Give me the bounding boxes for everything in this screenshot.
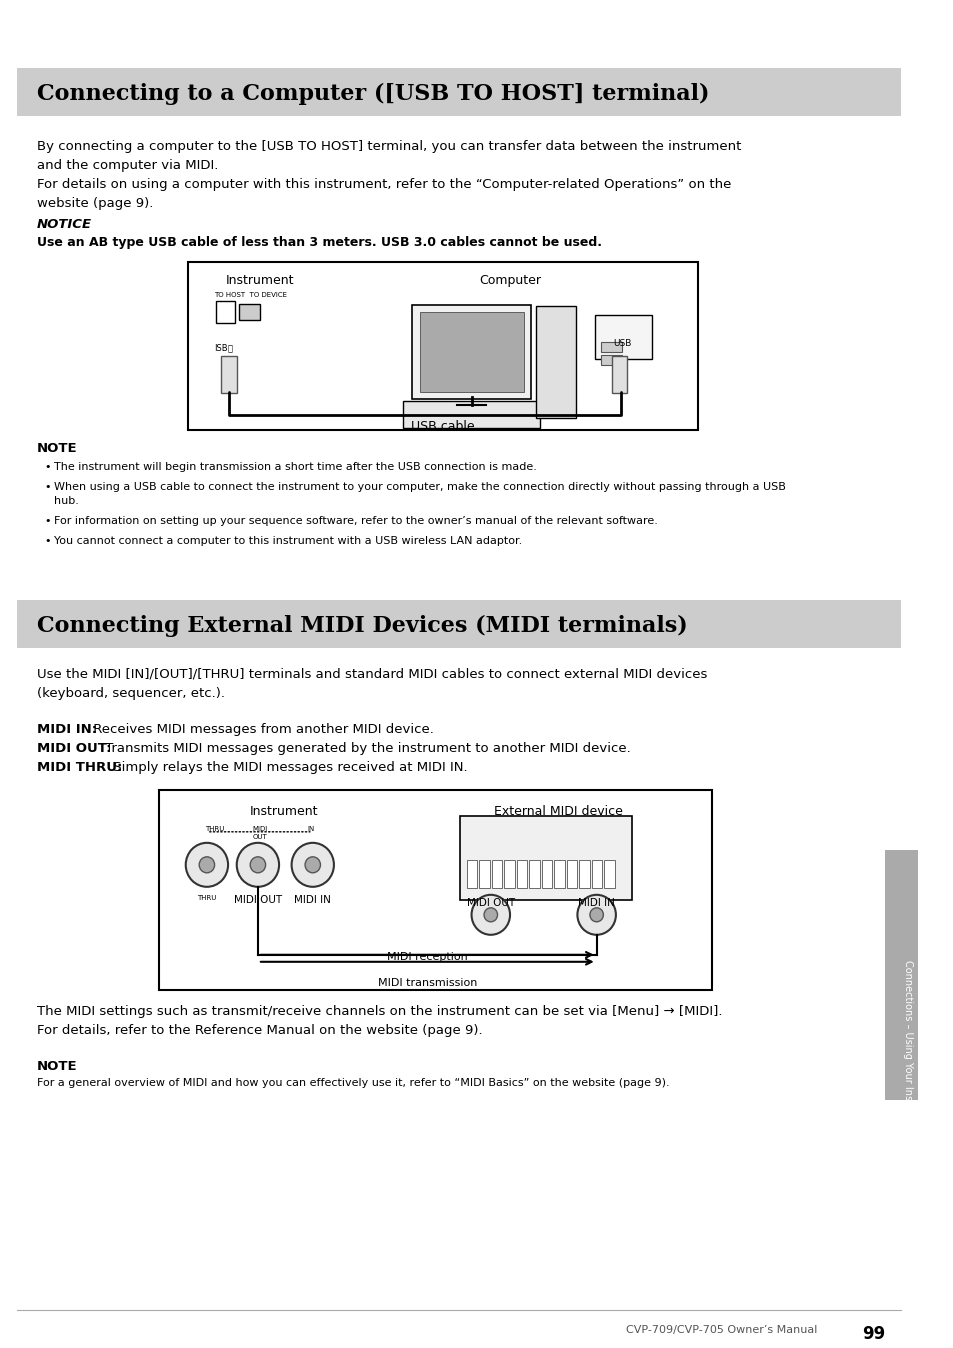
Bar (504, 860, 515, 888)
Text: For details on using a computer with this instrument, refer to the “Computer-rel: For details on using a computer with thi… (36, 178, 730, 191)
Text: TO HOST  TO DEVICE: TO HOST TO DEVICE (213, 293, 286, 298)
Bar (554, 860, 564, 888)
Text: MIDI OUT: MIDI OUT (233, 895, 282, 905)
Text: THRU: THRU (205, 826, 224, 832)
Bar (884, 849, 917, 1100)
Text: NOTE: NOTE (36, 1060, 77, 1073)
Text: External MIDI device: External MIDI device (494, 805, 622, 818)
Bar (478, 860, 489, 888)
Text: NOTE: NOTE (36, 442, 77, 454)
Text: Use the MIDI [IN]/[OUT]/[THRU] terminals and standard MIDI cables to connect ext: Use the MIDI [IN]/[OUT]/[THRU] terminals… (36, 667, 706, 681)
Text: The instrument will begin transmission a short time after the USB connection is : The instrument will begin transmission a… (53, 462, 537, 472)
Text: USB: USB (613, 338, 631, 348)
Circle shape (483, 907, 497, 922)
Bar (529, 860, 539, 888)
FancyBboxPatch shape (459, 816, 632, 900)
FancyBboxPatch shape (599, 342, 621, 352)
Bar (603, 860, 615, 888)
FancyBboxPatch shape (594, 315, 651, 359)
Bar (566, 860, 577, 888)
Bar (591, 860, 601, 888)
FancyBboxPatch shape (612, 356, 627, 392)
Text: Use an AB type USB cable of less than 3 meters. USB 3.0 cables cannot be used.: Use an AB type USB cable of less than 3 … (36, 236, 601, 249)
Text: MIDI transmission: MIDI transmission (377, 977, 476, 988)
Text: USB cable: USB cable (411, 421, 474, 433)
Bar (188, 262, 697, 430)
Text: Connections – Using Your Instrument with Other Devices –: Connections – Using Your Instrument with… (902, 960, 912, 1244)
Bar (541, 860, 552, 888)
FancyBboxPatch shape (412, 305, 531, 399)
Text: MIDI IN: MIDI IN (294, 895, 331, 905)
Text: THRU: THRU (197, 895, 216, 900)
Text: For a general overview of MIDI and how you can effectively use it, refer to “MID: For a general overview of MIDI and how y… (36, 1078, 668, 1088)
Text: IN: IN (307, 826, 314, 832)
Text: MIDI: MIDI (252, 826, 267, 832)
Text: MIDI IN: MIDI IN (578, 898, 615, 907)
FancyBboxPatch shape (599, 355, 621, 365)
Bar (517, 860, 527, 888)
Text: website (page 9).: website (page 9). (36, 197, 152, 210)
Text: By connecting a computer to the [USB TO HOST] terminal, you can transfer data be: By connecting a computer to the [USB TO … (36, 140, 740, 152)
Circle shape (471, 895, 510, 934)
Text: •: • (44, 516, 51, 526)
Circle shape (186, 842, 228, 887)
Text: Transmits MIDI messages generated by the instrument to another MIDI device.: Transmits MIDI messages generated by the… (101, 741, 630, 755)
Text: OUT: OUT (253, 834, 267, 840)
Circle shape (577, 895, 616, 934)
FancyBboxPatch shape (17, 600, 900, 648)
Text: MIDI THRU:: MIDI THRU: (36, 760, 122, 774)
Bar (466, 860, 476, 888)
Circle shape (199, 857, 214, 872)
Bar (491, 860, 502, 888)
Text: CVP-709/CVP-705 Owner’s Manual: CVP-709/CVP-705 Owner’s Manual (625, 1325, 816, 1335)
Circle shape (236, 842, 279, 887)
Text: Computer: Computer (478, 274, 540, 287)
FancyBboxPatch shape (215, 301, 234, 324)
Text: NOTICE: NOTICE (36, 218, 91, 231)
FancyBboxPatch shape (536, 306, 576, 418)
Text: and the computer via MIDI.: and the computer via MIDI. (36, 159, 217, 173)
Text: Connecting to a Computer ([USB TO HOST] terminal): Connecting to a Computer ([USB TO HOST] … (36, 84, 708, 105)
Text: •: • (44, 481, 51, 492)
Bar (158, 790, 711, 989)
Text: MIDI reception: MIDI reception (387, 952, 467, 961)
Text: (keyboard, sequencer, etc.).: (keyboard, sequencer, etc.). (36, 687, 224, 700)
Text: When using a USB cable to connect the instrument to your computer, make the conn: When using a USB cable to connect the in… (53, 481, 785, 492)
Circle shape (589, 907, 602, 922)
Circle shape (292, 842, 334, 887)
FancyBboxPatch shape (403, 400, 539, 427)
Text: Connecting External MIDI Devices (MIDI terminals): Connecting External MIDI Devices (MIDI t… (36, 615, 686, 636)
Text: ⭕: ⭕ (228, 344, 233, 353)
Text: Instrument: Instrument (250, 805, 317, 818)
Text: Receives MIDI messages from another MIDI device.: Receives MIDI messages from another MIDI… (90, 723, 434, 736)
Text: The MIDI settings such as transmit/receive channels on the instrument can be set: The MIDI settings such as transmit/recei… (36, 1004, 721, 1018)
Text: For details, refer to the Reference Manual on the website (page 9).: For details, refer to the Reference Manu… (36, 1023, 481, 1037)
Text: 99: 99 (862, 1325, 884, 1343)
Text: MIDI OUT: MIDI OUT (466, 898, 515, 907)
FancyBboxPatch shape (221, 356, 236, 392)
Text: For information on setting up your sequence software, refer to the owner’s manua: For information on setting up your seque… (53, 516, 657, 526)
Bar (578, 860, 589, 888)
FancyBboxPatch shape (238, 303, 259, 319)
Text: You cannot connect a computer to this instrument with a USB wireless LAN adaptor: You cannot connect a computer to this in… (53, 537, 521, 546)
Text: Simply relays the MIDI messages received at MIDI IN.: Simply relays the MIDI messages received… (109, 760, 467, 774)
Text: MIDI IN:: MIDI IN: (36, 723, 96, 736)
Text: hub.: hub. (53, 496, 79, 506)
Text: •: • (44, 537, 51, 546)
Circle shape (250, 857, 265, 872)
FancyBboxPatch shape (17, 67, 900, 116)
Text: ISB: ISB (213, 344, 227, 353)
Text: MIDI OUT:: MIDI OUT: (36, 741, 111, 755)
Text: Instrument: Instrument (225, 274, 294, 287)
Text: •: • (44, 462, 51, 472)
FancyBboxPatch shape (419, 311, 523, 392)
Circle shape (305, 857, 320, 872)
